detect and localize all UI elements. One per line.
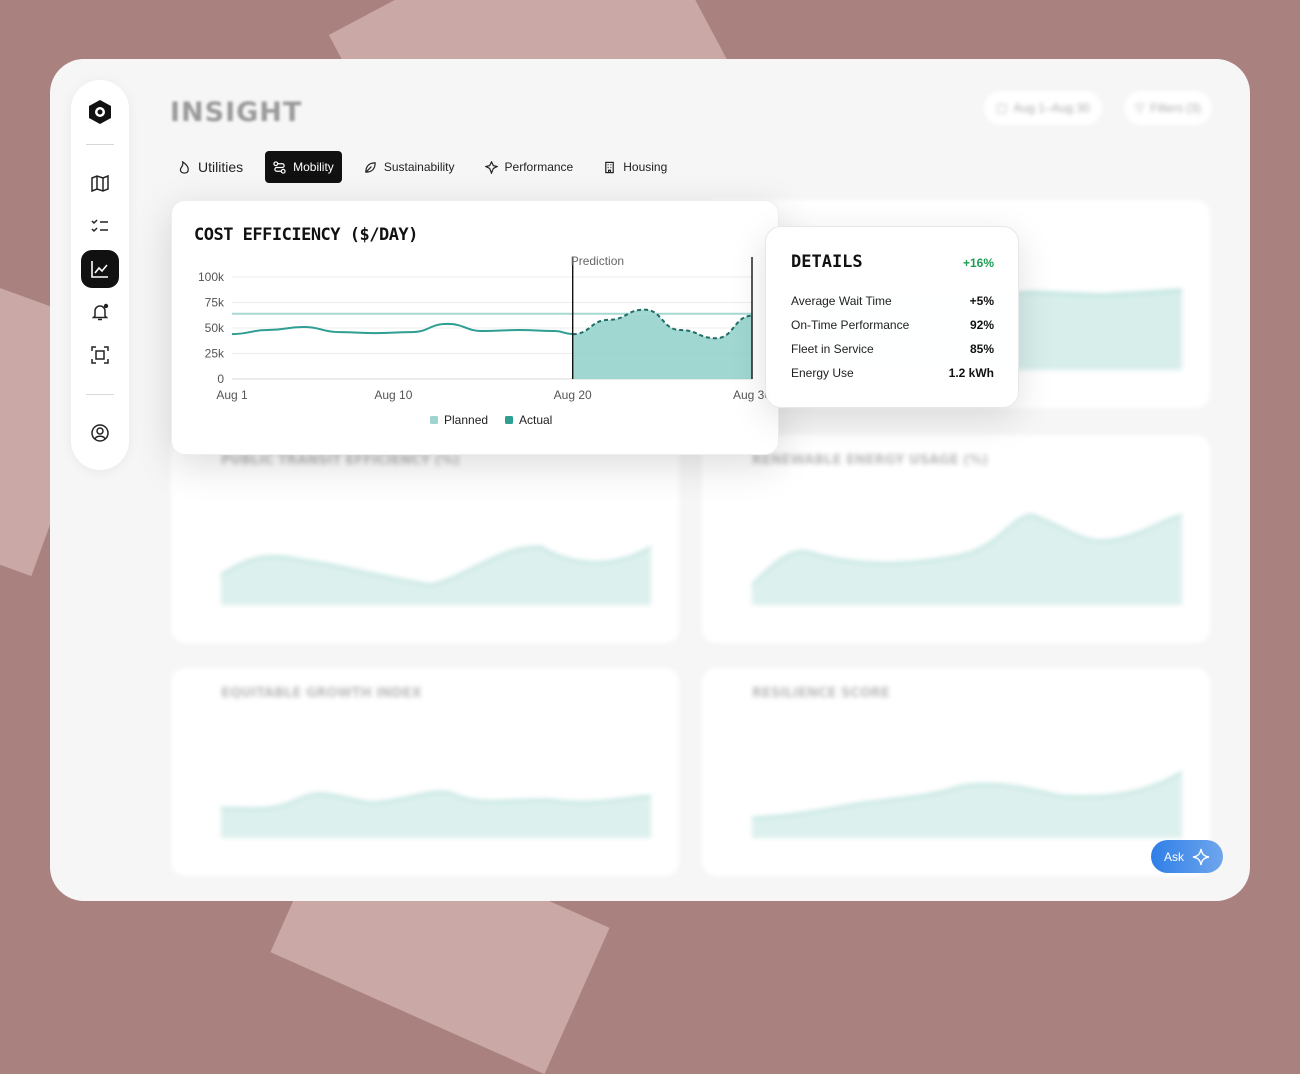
legend-swatch [430,416,438,424]
detail-value: +5% [969,294,994,308]
details-panel: DETAILS +16% Average Wait Time +5% On-Tim… [765,226,1019,408]
detail-label: Energy Use [791,366,854,380]
tab-mobility[interactable]: Mobility [265,151,342,183]
detail-row: Energy Use 1.2 kWh [791,366,994,380]
detail-row: On-Time Performance 92% [791,318,994,332]
sparkle-icon [1192,848,1210,865]
ask-label: Ask [1164,849,1185,864]
detail-value: 85% [969,342,994,356]
filters-label: Filters (3) [1150,101,1201,115]
detail-value: 92% [969,318,994,332]
tab-performance[interactable]: Performance [477,151,582,183]
date-range-label: Aug 1–Aug 30 [1013,101,1090,115]
x-tick-label: Aug 30 [733,388,771,402]
prediction-area [572,309,752,379]
bell-icon[interactable] [81,293,119,331]
card-title: RESILIENCE SCORE [752,686,890,701]
chart-icon[interactable] [81,250,119,288]
detail-label: On-Time Performance [791,318,910,332]
category-tabs: Utilities Mobility Sustainability Perfor… [170,151,689,183]
y-tick-label: 50k [205,321,225,335]
detail-label: Average Wait Time [791,294,892,308]
flame-icon [179,160,189,174]
card-title: EQUITABLE GROWTH INDEX [221,686,422,701]
map-icon[interactable] [81,164,119,202]
route-icon [273,160,286,174]
prediction-label: Prediction [571,254,624,268]
background-card-equitable: EQUITABLE GROWTH INDEX [171,668,679,876]
logo-icon[interactable] [81,93,119,131]
legend-label: Actual [519,413,552,427]
tab-label: Mobility [293,160,334,174]
legend-label: Planned [444,413,488,427]
tab-sustainability[interactable]: Sustainability [356,151,463,183]
tab-label: Performance [504,160,574,174]
y-tick-label: 0 [217,372,224,386]
actual-line [231,322,573,336]
sidebar [71,80,129,470]
card-title: COST EFFICIENCY ($/DAY) [194,225,418,245]
x-tick-label: Aug 1 [216,388,248,402]
date-range-button[interactable]: ▢ Aug 1–Aug 30 [984,91,1102,125]
leaf-icon [365,161,376,173]
cost-efficiency-chart: 0 25k 50k 75k 100k Aug 1 Aug 10 Aug 20 Aug 30 Pre… [198,254,771,427]
y-tick-label: 75k [205,296,225,310]
background-card-transit: PUBLIC TRANSIT EFFICIENCY (%) [171,435,679,643]
tab-utilities[interactable]: Utilities [170,151,251,183]
ask-button[interactable]: Ask [1151,840,1223,873]
detail-label: Fleet in Service [791,342,874,356]
detail-row: Fleet in Service 85% [791,342,994,356]
card-title: RENEWABLE ENERGY USAGE (%) [752,453,989,468]
prediction-line [572,308,753,340]
tab-label: Sustainability [383,160,455,174]
calendar-icon: ▢ [996,101,1008,115]
tab-housing[interactable]: Housing [595,151,675,183]
detail-value: 1.2 kWh [948,366,994,380]
filter-icon: ▽ [1135,101,1145,115]
cost-efficiency-card: COST EFFICIENCY ($/DAY) 0 25k 50k 75k 100k Au… [171,200,779,455]
scan-icon[interactable] [81,336,119,374]
tab-label: Housing [623,160,668,174]
building-icon [605,161,615,173]
x-tick-label: Aug 10 [374,388,412,402]
legend-swatch [505,416,513,424]
app-window: INSIGHT ▢ Aug 1–Aug 30 ▽ Filters (3) Utili… [50,59,1250,901]
background-card-resilience: RESILIENCE SCORE [702,668,1210,876]
background-card-renewable: RENEWABLE ENERGY USAGE (%) [702,435,1210,643]
page-title: INSIGHT [170,97,303,128]
gauge-icon [484,160,498,174]
card-title: PUBLIC TRANSIT EFFICIENCY (%) [221,453,460,468]
change-badge: +16% [962,256,994,270]
y-tick-label: 100k [198,270,225,284]
filters-button[interactable]: ▽ Filters (3) [1124,91,1212,125]
details-title: DETAILS [791,252,863,272]
checklist-icon[interactable] [81,207,119,245]
user-icon[interactable] [81,414,119,452]
tab-label: Utilities [198,159,244,175]
x-tick-label: Aug 20 [554,388,592,402]
y-tick-label: 25k [205,347,225,361]
detail-row: Average Wait Time +5% [791,294,994,308]
